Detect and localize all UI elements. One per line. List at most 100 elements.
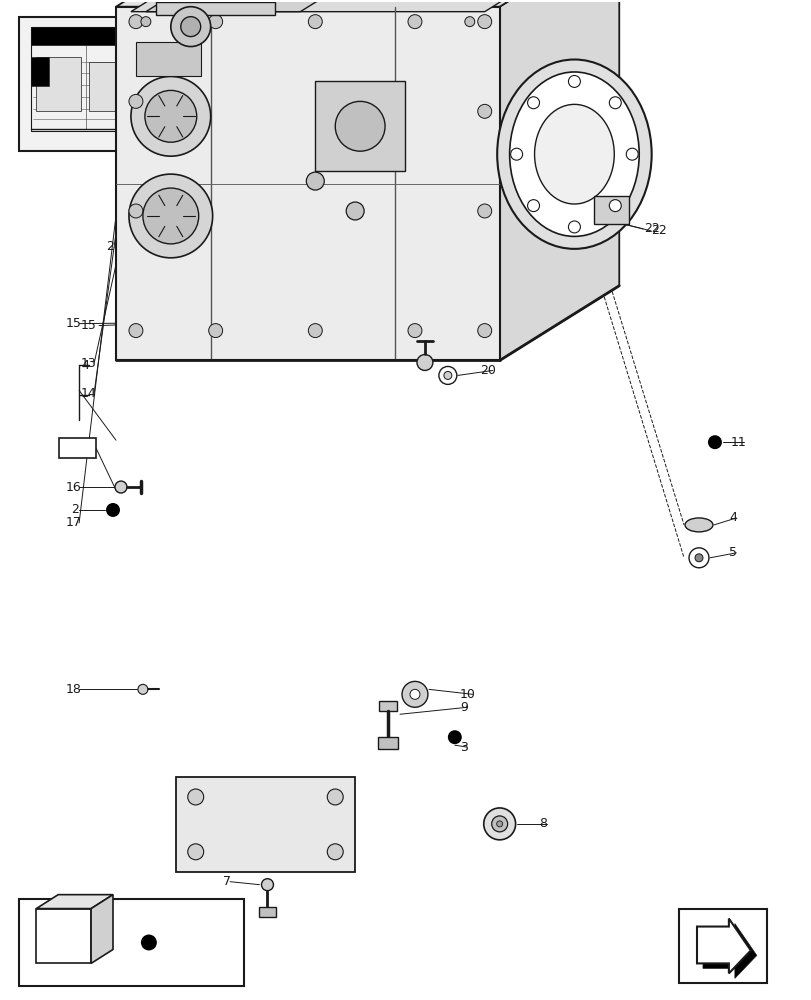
Text: 11: 11 [730, 436, 746, 449]
Bar [147, 289, 185, 299]
Circle shape [491, 816, 507, 832]
Text: 22: 22 [338, 150, 354, 163]
Circle shape [115, 481, 127, 493]
Bar [378, 737, 397, 749]
Bar [138, 241, 194, 251]
Circle shape [689, 548, 708, 568]
Bar [59, 438, 96, 458]
Bar [89, 62, 134, 111]
Circle shape [327, 844, 343, 860]
Circle shape [496, 821, 502, 827]
Text: 20: 20 [479, 364, 495, 377]
Circle shape [178, 316, 192, 330]
Circle shape [527, 200, 539, 212]
Circle shape [444, 371, 451, 379]
Bar [150, 305, 182, 315]
Polygon shape [131, 0, 603, 12]
Text: KIT: KIT [50, 929, 76, 943]
Bar [441, 101, 457, 107]
Circle shape [527, 97, 539, 109]
Bar [32, 27, 275, 45]
Text: 23: 23 [340, 212, 355, 225]
Text: 18: 18 [66, 683, 82, 696]
Text: 23: 23 [338, 209, 354, 222]
Bar [678, 909, 766, 983]
Circle shape [568, 75, 580, 87]
Polygon shape [36, 909, 91, 963]
Circle shape [170, 7, 210, 47]
Bar [19, 899, 243, 986]
Text: 6: 6 [210, 783, 218, 796]
Circle shape [439, 366, 457, 384]
Circle shape [208, 15, 222, 29]
Circle shape [129, 94, 143, 108]
Polygon shape [116, 7, 499, 360]
Bar [144, 273, 187, 283]
Bar [32, 27, 275, 131]
Text: 3: 3 [459, 741, 467, 754]
Bar [188, 57, 226, 111]
Bar [258, 907, 276, 917]
Polygon shape [116, 0, 619, 7]
Circle shape [187, 844, 204, 860]
Circle shape [138, 684, 148, 694]
Circle shape [608, 200, 620, 212]
Text: 10: 10 [459, 688, 475, 701]
Text: 24: 24 [106, 240, 122, 253]
Circle shape [345, 202, 363, 220]
Circle shape [208, 324, 222, 338]
Circle shape [141, 935, 157, 950]
Circle shape [436, 135, 463, 163]
Circle shape [608, 97, 620, 109]
Circle shape [308, 324, 322, 338]
Circle shape [477, 15, 491, 29]
Circle shape [371, 122, 388, 140]
Circle shape [401, 681, 427, 707]
Bar [315, 81, 405, 171]
Bar [437, 145, 461, 153]
Circle shape [187, 789, 204, 805]
Circle shape [131, 76, 210, 156]
Circle shape [442, 142, 457, 156]
Circle shape [129, 15, 143, 29]
Text: 22: 22 [643, 222, 659, 235]
Text: 14: 14 [81, 387, 97, 400]
Text: 9: 9 [459, 701, 467, 714]
Circle shape [141, 17, 151, 27]
Circle shape [143, 188, 199, 244]
Text: 22: 22 [650, 224, 666, 237]
Bar [19, 17, 288, 151]
Ellipse shape [496, 60, 651, 249]
Polygon shape [36, 895, 113, 909]
Bar [36, 57, 81, 111]
Bar [141, 257, 191, 267]
Text: 16: 16 [66, 481, 82, 494]
Bar [234, 66, 264, 111]
Text: 4: 4 [728, 511, 736, 524]
Text: 21: 21 [407, 110, 423, 123]
Circle shape [407, 324, 422, 338]
Polygon shape [499, 0, 619, 360]
Text: 19: 19 [479, 342, 495, 355]
Circle shape [477, 324, 491, 338]
Circle shape [261, 879, 273, 891]
Circle shape [335, 101, 384, 151]
Circle shape [510, 148, 522, 160]
Circle shape [129, 324, 143, 338]
Text: 7: 7 [222, 875, 230, 888]
Circle shape [410, 689, 419, 699]
Circle shape [129, 204, 143, 218]
Text: 21: 21 [407, 107, 423, 120]
Text: 2: 2 [71, 503, 79, 516]
Text: 15: 15 [81, 319, 97, 332]
Text: 22: 22 [350, 150, 366, 163]
Circle shape [106, 503, 120, 517]
Text: 4: 4 [81, 359, 89, 372]
Circle shape [595, 206, 621, 232]
Bar [444, 87, 454, 101]
Bar [32, 57, 49, 86]
Circle shape [144, 90, 196, 142]
Bar [135, 42, 200, 76]
Circle shape [407, 15, 422, 29]
Text: 5: 5 [728, 546, 736, 559]
